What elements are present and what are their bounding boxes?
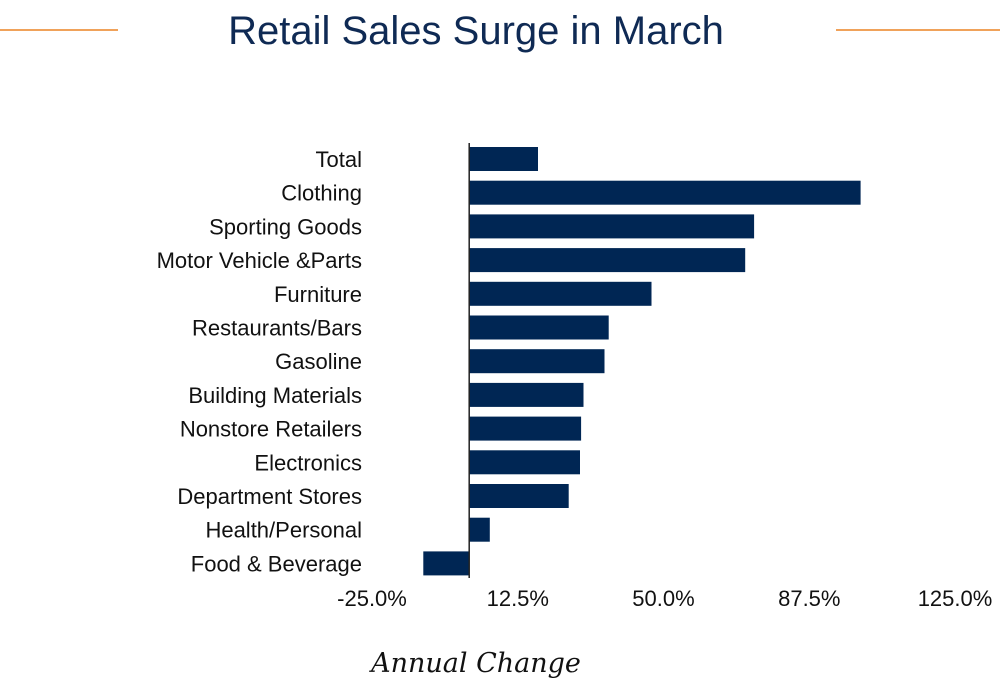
x-tick-label: 125.0%	[918, 586, 993, 611]
x-tick-labels: -25.0% 12.5% 50.0% 87.5% 125.0%	[337, 586, 992, 611]
bar-6	[469, 349, 605, 374]
category-label: Gasoline	[275, 349, 362, 374]
category-label: Electronics	[254, 450, 362, 475]
category-label: Total	[316, 147, 362, 172]
bar-3	[469, 248, 746, 273]
bars-group	[423, 147, 861, 576]
category-label: Motor Vehicle &Parts	[157, 248, 362, 273]
bar-2	[469, 214, 755, 239]
bar-5	[469, 315, 609, 340]
bar-11	[469, 517, 490, 542]
bar-10	[469, 484, 569, 508]
category-label: Department Stores	[177, 484, 362, 509]
bar-9	[469, 450, 580, 475]
x-axis-label: Annual Change	[368, 648, 581, 679]
bar-12	[423, 551, 470, 576]
bar-8	[469, 416, 582, 441]
category-labels: Total Clothing Sporting Goods Motor Vehicle…	[157, 147, 362, 576]
bar-1	[469, 180, 861, 205]
chart-title: Retail Sales Surge in March	[228, 9, 724, 53]
category-label: Nonstore Retailers	[180, 417, 362, 442]
bar-4	[469, 281, 652, 306]
category-label: Food & Beverage	[191, 551, 362, 576]
bar-7	[469, 382, 584, 407]
x-tick-label: 12.5%	[487, 586, 549, 611]
x-tick-label: 50.0%	[632, 586, 694, 611]
bar-0	[469, 147, 538, 171]
category-label: Clothing	[281, 181, 362, 206]
category-label: Health/Personal	[205, 518, 362, 543]
category-label: Sporting Goods	[209, 214, 362, 239]
category-label: Restaurants/Bars	[192, 316, 362, 341]
x-tick-label: 87.5%	[778, 586, 840, 611]
category-label: Furniture	[274, 282, 362, 307]
category-label: Building Materials	[188, 383, 362, 408]
x-tick-label: -25.0%	[337, 586, 407, 611]
